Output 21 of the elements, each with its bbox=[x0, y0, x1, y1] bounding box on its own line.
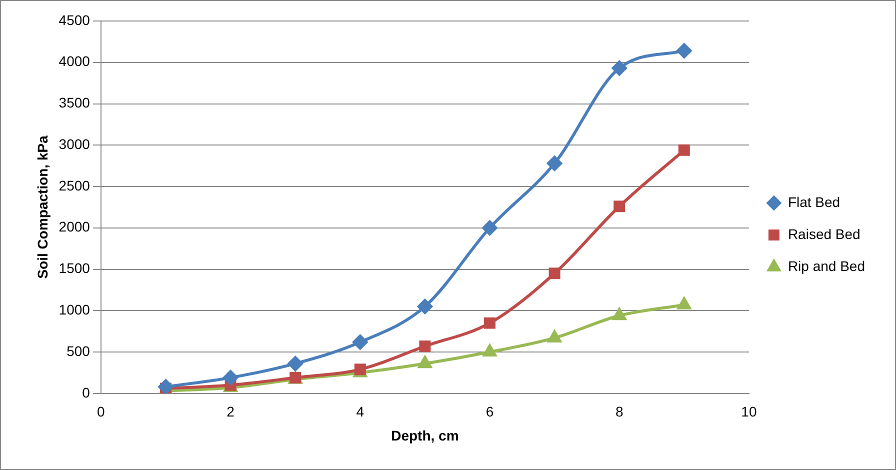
y-tick-label: 1500 bbox=[58, 260, 90, 276]
y-tick-label: 4000 bbox=[58, 53, 90, 70]
legend-label: Rip and Bed bbox=[788, 258, 866, 274]
y-tick-label: 3500 bbox=[58, 94, 90, 111]
y-tick-label: 0 bbox=[82, 384, 90, 400]
x-tick-label: 6 bbox=[486, 404, 494, 420]
y-axis-title: Soil Compaction, kPa bbox=[34, 135, 50, 279]
y-tick-label: 2000 bbox=[58, 218, 90, 235]
x-tick-label: 10 bbox=[741, 404, 757, 420]
legend-label: Flat Bed bbox=[788, 194, 840, 210]
x-tick-label: 8 bbox=[615, 404, 624, 420]
x-tick-label: 0 bbox=[97, 404, 106, 420]
x-tick-label: 4 bbox=[356, 404, 364, 420]
x-tick-label: 2 bbox=[226, 404, 235, 420]
x-axis-title: Depth, cm bbox=[391, 427, 459, 444]
y-tick-label: 500 bbox=[66, 342, 90, 359]
legend-label: Raised Bed bbox=[788, 226, 860, 242]
y-tick-label: 4500 bbox=[58, 12, 90, 28]
y-tick-label: 1000 bbox=[58, 302, 90, 318]
y-tick-label: 2500 bbox=[58, 177, 90, 194]
y-tick-label: 3000 bbox=[58, 136, 90, 152]
